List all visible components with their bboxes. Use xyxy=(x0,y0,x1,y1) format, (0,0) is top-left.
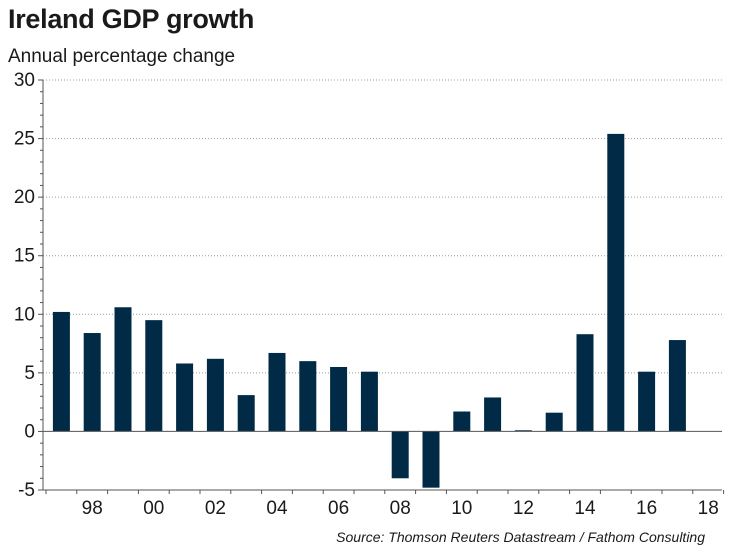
x-tick-label: 16 xyxy=(636,498,657,519)
bar-2004 xyxy=(268,352,286,432)
bar-2015 xyxy=(607,133,625,432)
bar-2002 xyxy=(206,358,224,432)
y-tick-label: 15 xyxy=(14,246,35,267)
x-tick-label: 02 xyxy=(205,498,226,519)
x-tick-label: 04 xyxy=(266,498,288,519)
bar-2011 xyxy=(484,397,502,432)
bar-2000 xyxy=(145,320,163,432)
bar-2007 xyxy=(360,371,378,432)
y-tick-label: 0 xyxy=(24,421,35,442)
y-tick-label: 20 xyxy=(14,187,35,208)
x-tick-label: 00 xyxy=(143,498,164,519)
axes xyxy=(38,79,725,494)
y-tick-label: 5 xyxy=(24,363,35,384)
bar-2003 xyxy=(237,395,255,432)
chart-title: Ireland GDP growth xyxy=(8,4,255,34)
tick-labels: -5 0 5 10 15 20 25 30 98 00 02 04 06 08 10 12 14 16 18 xyxy=(14,70,719,519)
bar-2001 xyxy=(176,363,194,432)
bar-2012 xyxy=(514,430,532,432)
x-tick-label: 08 xyxy=(390,498,411,519)
bar-2013 xyxy=(545,412,563,432)
x-tick-label: 18 xyxy=(698,498,719,519)
y-tick-label: 10 xyxy=(14,304,35,325)
bar-2010 xyxy=(453,411,471,432)
bar-series xyxy=(52,133,686,488)
x-tick-label: 14 xyxy=(574,498,596,519)
y-tick-label: -5 xyxy=(18,480,35,501)
x-tick-label: 10 xyxy=(451,498,472,519)
bar-1999 xyxy=(114,307,132,432)
bar-1997 xyxy=(52,311,70,432)
bar-2016 xyxy=(638,371,656,432)
bar-2006 xyxy=(330,367,348,432)
chart-subtitle: Annual percentage change xyxy=(8,46,236,67)
bar-1998 xyxy=(83,333,101,432)
x-tick-label: 98 xyxy=(82,498,103,519)
bar-2017 xyxy=(668,340,686,432)
bar-2014 xyxy=(576,334,594,432)
y-tick-label: 25 xyxy=(14,129,35,150)
x-tick-label: 06 xyxy=(328,498,349,519)
source-note: Source: Thomson Reuters Datastream / Fat… xyxy=(336,529,705,545)
bar-2005 xyxy=(299,361,317,432)
y-tick-label: 30 xyxy=(14,70,35,91)
bar-2008 xyxy=(391,431,409,479)
x-tick-label: 12 xyxy=(513,498,534,519)
bar-2009 xyxy=(422,431,440,488)
